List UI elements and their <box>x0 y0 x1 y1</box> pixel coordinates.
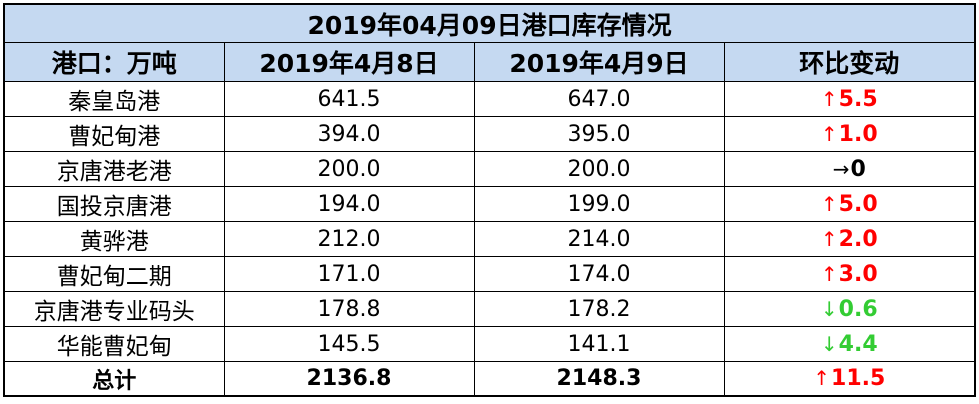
header-date1[interactable]: 2019年4月8日 <box>223 42 475 82</box>
arrow-down-icon: ↓ <box>820 331 838 356</box>
port-name-cell[interactable]: 京唐港老港 <box>3 151 225 187</box>
port-name-cell[interactable]: 华能曹妃甸 <box>3 326 225 362</box>
change-value: ↑5.5 <box>821 87 878 112</box>
header-row: 港口：万吨 2019年4月8日 2019年4月9日 环比变动 <box>3 42 976 82</box>
date1-value-cell[interactable]: 194.0 <box>223 186 475 222</box>
table-row: 曹妃甸港 394.0 395.0 ↑1.0 <box>3 116 976 152</box>
table-row: 国投京唐港 194.0 199.0 ↑5.0 <box>3 186 976 222</box>
table-title[interactable]: 2019年04月09日港口库存情况 <box>3 3 976 43</box>
table-row: 华能曹妃甸 145.5 141.1 ↓4.4 <box>3 326 976 362</box>
port-name-cell[interactable]: 黄骅港 <box>3 221 225 257</box>
date1-value-cell[interactable]: 145.5 <box>223 326 475 362</box>
date2-value-cell[interactable]: 647.0 <box>473 81 725 117</box>
table-row: 曹妃甸二期 171.0 174.0 ↑3.0 <box>3 256 976 292</box>
date2-value-cell[interactable]: 200.0 <box>473 151 725 187</box>
date2-value-cell[interactable]: 214.0 <box>473 221 725 257</box>
arrow-up-icon: ↑ <box>820 191 838 216</box>
change-cell[interactable]: ↑3.0 <box>723 256 976 292</box>
change-cell[interactable]: ↓4.4 <box>723 326 976 362</box>
arrow-up-icon: ↑ <box>820 261 838 286</box>
change-cell[interactable]: ↑5.0 <box>723 186 976 222</box>
change-value: ↑1.0 <box>821 122 878 147</box>
port-name-cell[interactable]: 曹妃甸港 <box>3 116 225 152</box>
change-number: 3.0 <box>838 261 878 287</box>
date1-value-cell[interactable]: 394.0 <box>223 116 475 152</box>
arrow-up-icon: ↑ <box>820 226 838 251</box>
title-row: 2019年04月09日港口库存情况 <box>3 3 976 43</box>
port-name-cell[interactable]: 京唐港专业码头 <box>3 291 225 327</box>
change-value: ↑3.0 <box>821 262 878 287</box>
header-port[interactable]: 港口：万吨 <box>3 42 225 82</box>
change-number: 0.6 <box>838 296 878 322</box>
change-number: 0 <box>850 156 866 182</box>
header-date2[interactable]: 2019年4月9日 <box>473 42 725 82</box>
change-number: 11.5 <box>831 366 886 391</box>
total-date1-cell[interactable]: 2136.8 <box>223 361 475 397</box>
table-row: 京唐港老港 200.0 200.0 →0 <box>3 151 976 187</box>
date1-value-cell[interactable]: 178.8 <box>223 291 475 327</box>
date2-value-cell[interactable]: 174.0 <box>473 256 725 292</box>
arrow-right-icon: → <box>832 156 850 181</box>
total-date2-cell[interactable]: 2148.3 <box>473 361 725 397</box>
change-number: 5.0 <box>838 191 878 217</box>
date1-value-cell[interactable]: 200.0 <box>223 151 475 187</box>
header-change[interactable]: 环比变动 <box>723 42 976 82</box>
arrow-up-icon: ↑ <box>820 121 838 146</box>
change-number: 5.5 <box>838 86 878 112</box>
arrow-down-icon: ↓ <box>820 296 838 321</box>
total-row: 总计 2136.8 2148.3 ↑11.5 <box>3 361 976 397</box>
total-label-cell[interactable]: 总计 <box>3 361 225 397</box>
table-row: 黄骅港 212.0 214.0 ↑2.0 <box>3 221 976 257</box>
total-change-cell[interactable]: ↑11.5 <box>723 361 976 397</box>
port-name-cell[interactable]: 秦皇岛港 <box>3 81 225 117</box>
arrow-up-icon: ↑ <box>813 366 831 390</box>
arrow-up-icon: ↑ <box>820 86 838 111</box>
change-number: 2.0 <box>838 226 878 252</box>
change-value: ↑5.0 <box>821 192 878 217</box>
change-cell[interactable]: ↑2.0 <box>723 221 976 257</box>
port-name-cell[interactable]: 曹妃甸二期 <box>3 256 225 292</box>
change-value: →0 <box>833 157 866 182</box>
table-row: 秦皇岛港 641.5 647.0 ↑5.5 <box>3 81 976 117</box>
change-cell[interactable]: ↓0.6 <box>723 291 976 327</box>
change-value: ↑11.5 <box>813 366 885 391</box>
date2-value-cell[interactable]: 141.1 <box>473 326 725 362</box>
change-cell[interactable]: →0 <box>723 151 976 187</box>
date2-value-cell[interactable]: 178.2 <box>473 291 725 327</box>
table-row: 京唐港专业码头 178.8 178.2 ↓0.6 <box>3 291 976 327</box>
change-value: ↓0.6 <box>821 297 878 322</box>
date2-value-cell[interactable]: 395.0 <box>473 116 725 152</box>
change-cell[interactable]: ↑1.0 <box>723 116 976 152</box>
change-value: ↑2.0 <box>821 227 878 252</box>
date1-value-cell[interactable]: 212.0 <box>223 221 475 257</box>
date2-value-cell[interactable]: 199.0 <box>473 186 725 222</box>
change-cell[interactable]: ↑5.5 <box>723 81 976 117</box>
change-value: ↓4.4 <box>821 332 878 357</box>
change-number: 1.0 <box>838 121 878 147</box>
port-name-cell[interactable]: 国投京唐港 <box>3 186 225 222</box>
date1-value-cell[interactable]: 171.0 <box>223 256 475 292</box>
change-number: 4.4 <box>838 331 878 357</box>
port-inventory-table: 2019年04月09日港口库存情况 港口：万吨 2019年4月8日 2019年4… <box>3 3 977 397</box>
date1-value-cell[interactable]: 641.5 <box>223 81 475 117</box>
